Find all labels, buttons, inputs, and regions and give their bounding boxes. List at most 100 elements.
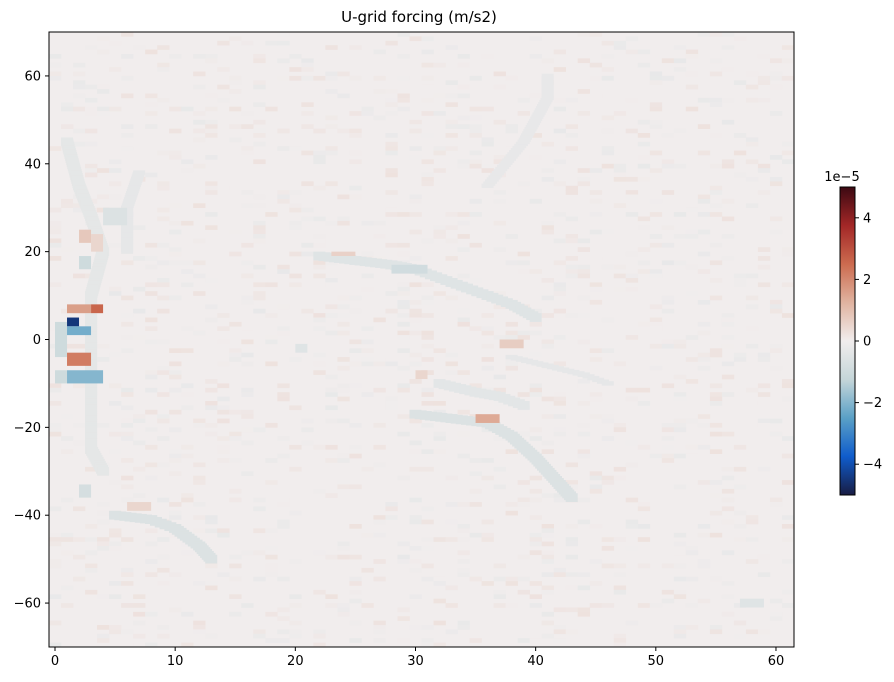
heatmap-cell xyxy=(181,497,194,503)
heatmap-cell xyxy=(385,361,398,367)
heatmap-cell xyxy=(217,444,230,450)
heatmap-cell xyxy=(697,330,711,336)
heatmap-feature xyxy=(67,370,104,384)
heatmap-cell xyxy=(289,190,302,195)
heatmap-cell xyxy=(649,603,663,608)
heatmap-cell xyxy=(433,234,446,239)
heatmap-cell xyxy=(469,488,482,494)
heatmap-cell xyxy=(385,89,398,94)
heatmap-cell xyxy=(385,190,398,195)
heatmap-cell xyxy=(613,321,627,327)
heatmap-cell xyxy=(469,576,482,582)
heatmap-cell xyxy=(541,414,554,419)
heatmap-cell xyxy=(553,106,566,112)
heatmap-cell xyxy=(133,594,146,599)
heatmap-cell xyxy=(217,405,230,411)
heatmap-feature xyxy=(55,370,68,384)
heatmap-cell xyxy=(373,625,386,630)
heatmap-cell xyxy=(301,440,314,446)
heatmap-cell xyxy=(337,71,350,77)
heatmap-cell xyxy=(469,278,482,283)
heatmap-cell xyxy=(565,607,579,613)
heatmap-cell xyxy=(325,594,338,599)
heatmap-cell xyxy=(421,401,434,406)
heatmap-cell xyxy=(157,278,170,283)
heatmap-cell xyxy=(493,576,506,582)
heatmap-cell xyxy=(673,422,687,428)
heatmap-cell xyxy=(397,106,410,112)
heatmap-cell xyxy=(697,598,711,604)
heatmap-cell xyxy=(709,422,723,428)
heatmap-cell xyxy=(301,75,314,81)
heatmap-cell xyxy=(277,396,290,402)
heatmap-cell xyxy=(157,282,170,288)
heatmap-cell xyxy=(661,75,675,81)
heatmap-cell xyxy=(661,260,675,266)
heatmap-cell xyxy=(421,282,434,288)
heatmap-cell xyxy=(397,365,410,371)
heatmap-cell xyxy=(661,563,675,569)
heatmap-cell xyxy=(769,611,783,617)
heatmap-cell xyxy=(217,528,230,534)
heatmap-cell xyxy=(397,304,410,310)
heatmap-cell xyxy=(169,128,182,134)
heatmap-cell xyxy=(421,537,434,542)
heatmap-cell xyxy=(697,299,711,305)
heatmap-cell xyxy=(769,229,783,235)
heatmap-cell xyxy=(721,374,735,380)
heatmap-cell xyxy=(385,242,398,248)
heatmap-cell xyxy=(121,572,134,578)
heatmap-cell xyxy=(289,207,302,213)
heatmap-cell xyxy=(457,524,470,529)
heatmap-cell xyxy=(241,392,254,397)
heatmap-cell xyxy=(673,629,687,635)
heatmap-cell xyxy=(637,216,651,222)
heatmap-cell xyxy=(577,607,591,613)
heatmap-cell xyxy=(229,89,242,94)
heatmap-cell xyxy=(385,401,398,406)
x-tick-label: 30 xyxy=(407,654,424,669)
heatmap-cell xyxy=(505,234,518,239)
heatmap-cell xyxy=(157,62,170,68)
heatmap-cell xyxy=(709,212,723,217)
heatmap-cell xyxy=(169,374,182,380)
heatmap-cell xyxy=(685,379,699,384)
heatmap-cell xyxy=(397,251,410,257)
heatmap-cell xyxy=(781,247,795,252)
heatmap-cell xyxy=(445,502,458,507)
heatmap-cell xyxy=(421,111,434,116)
heatmap-cell xyxy=(553,282,566,288)
heatmap-cell xyxy=(457,115,470,121)
heatmap-cell xyxy=(61,585,74,591)
heatmap-cell xyxy=(145,256,158,261)
heatmap-cell xyxy=(97,357,110,362)
heatmap-cell xyxy=(637,176,651,182)
heatmap-cell xyxy=(85,84,98,90)
heatmap-cell xyxy=(289,559,302,564)
heatmap-cell xyxy=(697,198,711,204)
heatmap-cell xyxy=(301,242,314,248)
heatmap-cell xyxy=(769,111,783,116)
heatmap-cell xyxy=(409,545,422,551)
heatmap-cell xyxy=(241,155,254,160)
heatmap-cell xyxy=(601,348,615,353)
heatmap-cell xyxy=(445,225,458,230)
heatmap-cell xyxy=(781,436,795,441)
heatmap-cell xyxy=(49,387,62,393)
heatmap-cell xyxy=(229,488,242,494)
heatmap-cell xyxy=(709,576,723,582)
heatmap-cell xyxy=(169,106,182,112)
heatmap-cell xyxy=(349,554,362,560)
heatmap-cell xyxy=(133,440,146,446)
heatmap-cell xyxy=(781,45,795,50)
heatmap-cell xyxy=(229,576,242,582)
heatmap-cell xyxy=(493,374,506,380)
heatmap-cell xyxy=(613,537,627,542)
heatmap-cell xyxy=(601,67,615,72)
heatmap-cell xyxy=(517,554,530,560)
heatmap-cell xyxy=(397,554,410,560)
heatmap-cell xyxy=(469,242,482,248)
heatmap-cell xyxy=(289,629,302,635)
heatmap-cell xyxy=(673,484,687,490)
heatmap-cell xyxy=(565,537,579,542)
